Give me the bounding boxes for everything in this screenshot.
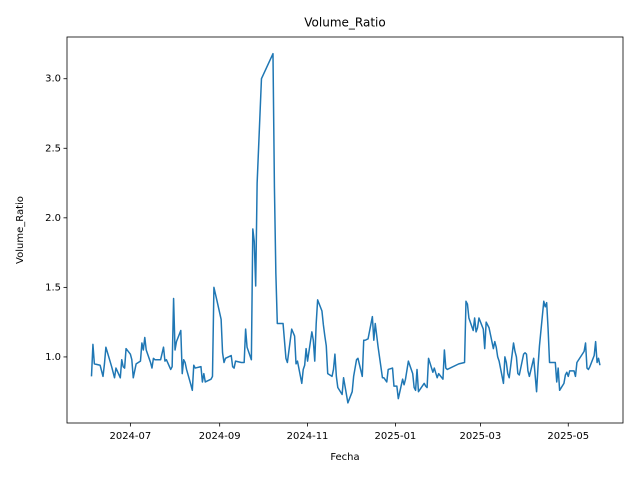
x-tick-label: 2025-01: [375, 431, 417, 442]
x-axis-label: Fecha: [330, 452, 359, 463]
y-tick-label: 2.0: [45, 213, 61, 224]
y-axis-label: Volume_Ratio: [15, 196, 26, 264]
x-tick-label: 2024-11: [287, 431, 329, 442]
chart-title: Volume_Ratio: [304, 16, 385, 30]
x-tick-label: 2025-05: [547, 431, 589, 442]
y-tick-label: 1.5: [45, 282, 61, 293]
plot-frame: [66, 36, 624, 424]
x-tick-label: 2024-07: [109, 431, 151, 442]
y-tick-label: 2.5: [45, 143, 61, 154]
y-tick-label: 3.0: [45, 74, 61, 85]
data-line: [90, 52, 601, 404]
x-tick-label: 2024-09: [199, 431, 241, 442]
y-tick-label: 1.0: [45, 352, 61, 363]
x-tick-label: 2025-03: [460, 431, 502, 442]
